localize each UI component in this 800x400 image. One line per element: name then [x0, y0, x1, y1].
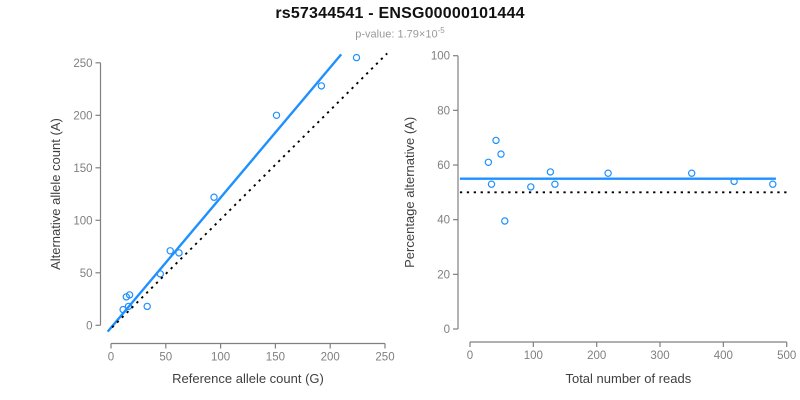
y-tick-label: 0 [444, 324, 450, 336]
x-tick-label: 200 [321, 352, 340, 364]
data-point [352, 53, 361, 62]
data-point [501, 217, 509, 225]
x-tick-label: 500 [777, 350, 796, 362]
data-point [688, 169, 696, 177]
data-point [125, 291, 134, 299]
x-tick-label: 50 [159, 352, 172, 364]
data-point [272, 111, 281, 120]
x-tick-label: 100 [524, 350, 543, 362]
x-tick-label: 150 [266, 352, 285, 364]
x-axis-title: Reference allele count (G) [172, 371, 324, 386]
x-tick-label: 200 [587, 350, 606, 362]
y-tick-label: 80 [437, 105, 450, 117]
data-point [143, 302, 151, 311]
y-tick-label: 100 [73, 215, 92, 227]
y-tick-label: 0 [86, 320, 92, 332]
data-point [484, 158, 493, 166]
p-value-label: p-value: 1.79×10-5 [0, 26, 800, 41]
y-tick-label: 60 [437, 160, 450, 172]
x-tick-label: 0 [108, 352, 114, 364]
x-tick-label: 250 [375, 352, 394, 364]
data-point [175, 249, 183, 257]
y-axis-title: Percentage alternative (A) [402, 117, 417, 268]
page-title: rs57344541 - ENSG00000101444 [275, 5, 525, 22]
x-tick-label: 100 [211, 352, 230, 364]
data-point [769, 180, 777, 188]
left-scatter-plot: 0 50 100 150 200 250 Reference allele count (G… [48, 52, 395, 386]
y-tick-label: 150 [73, 163, 92, 175]
data-point [492, 136, 500, 145]
p-value-exponent: -5 [437, 26, 445, 35]
data-point [317, 82, 326, 90]
data-point [546, 168, 555, 176]
data-point [124, 302, 133, 311]
data-point [210, 193, 218, 201]
data-point [551, 180, 559, 188]
x-axis-title: Total number of reads [565, 371, 691, 386]
data-point [487, 180, 496, 188]
y-tick-label: 250 [73, 58, 92, 70]
y-tick-label: 40 [437, 215, 450, 227]
x-tick-label: 400 [714, 350, 733, 362]
y-axis-title: Alternative allele count (A) [48, 118, 63, 270]
y-tick-label: 200 [73, 110, 92, 122]
y-tick-label: 20 [437, 269, 450, 281]
data-point [527, 183, 535, 191]
data-point [166, 247, 174, 255]
right-scatter-plot: 0 100 200 300 400 500 Total number of reads 0 20… [402, 51, 796, 386]
p-value-prefix: p-value: [355, 28, 398, 41]
y-tick-label: 50 [80, 268, 93, 280]
regression-line [106, 53, 343, 333]
p-value-mantissa: 1.79 [397, 28, 419, 41]
data-point [497, 150, 505, 158]
x-tick-label: 300 [650, 350, 669, 362]
x-tick-label: 0 [467, 350, 473, 362]
identity-line [111, 52, 388, 329]
p-value-times-ten: ×10 [418, 28, 438, 41]
data-point [604, 169, 612, 177]
y-tick-label: 100 [431, 51, 450, 63]
